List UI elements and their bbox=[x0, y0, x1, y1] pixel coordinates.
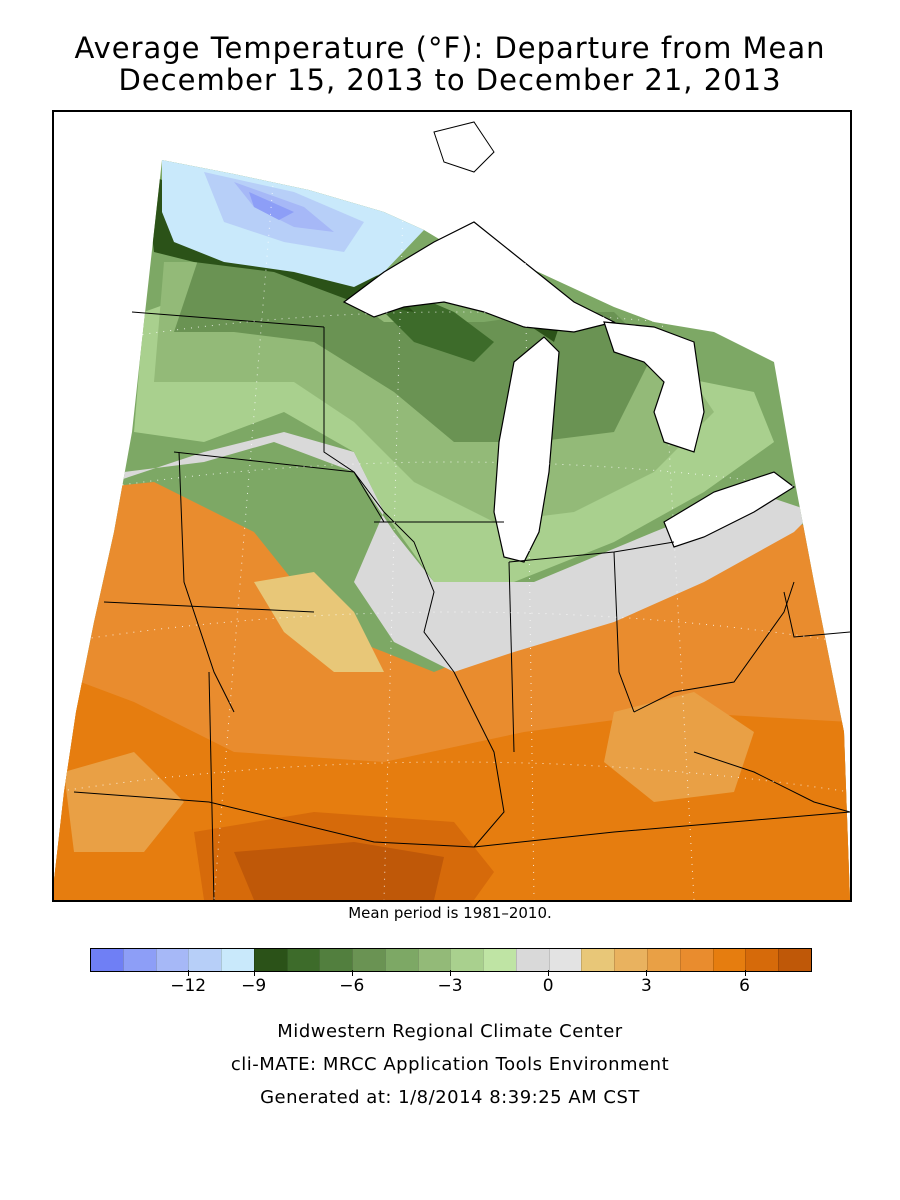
legend-swatch bbox=[515, 949, 549, 971]
legend-swatch bbox=[319, 949, 353, 971]
state-borders bbox=[73, 311, 850, 900]
legend-swatch bbox=[745, 949, 779, 971]
legend-tick-mark bbox=[744, 970, 746, 976]
legend-tick-mark bbox=[646, 970, 648, 976]
legend-tick-label: −6 bbox=[339, 976, 365, 996]
legend-tick-mark bbox=[450, 970, 451, 976]
lake-huron bbox=[603, 321, 705, 453]
legend-tick-label: −9 bbox=[241, 976, 267, 996]
great-lakes bbox=[342, 121, 796, 563]
footer-tool-name: cli-MATE: MRCC Application Tools Environ… bbox=[230, 1054, 670, 1075]
legend-swatch bbox=[778, 949, 811, 971]
legend-swatch bbox=[352, 949, 385, 971]
map-panel bbox=[52, 110, 852, 902]
legend-swatch bbox=[548, 949, 582, 971]
legend-tick-label: 6 bbox=[739, 976, 750, 996]
legend-tick-mark bbox=[548, 970, 550, 976]
legend-swatch bbox=[221, 949, 254, 971]
lake-superior bbox=[342, 221, 616, 333]
legend-tick-label: 0 bbox=[542, 976, 554, 996]
temperature-departure-map bbox=[54, 121, 850, 900]
lat-lon-grid bbox=[54, 171, 850, 900]
legend-tick-mark bbox=[253, 970, 255, 976]
legend-swatch bbox=[679, 949, 713, 971]
legend-swatch bbox=[483, 949, 516, 971]
legend-swatch bbox=[581, 949, 615, 971]
legend-swatch bbox=[384, 949, 418, 971]
legend-swatch bbox=[91, 949, 123, 971]
legend-swatch bbox=[614, 949, 648, 971]
legend-tick-label: −12 bbox=[170, 976, 207, 996]
legend-swatch bbox=[647, 949, 680, 971]
legend-swatch bbox=[286, 949, 320, 971]
legend-swatch bbox=[188, 949, 222, 971]
legend-tick-labels: −12 −9 −6 −3 0 3 6 bbox=[90, 970, 812, 1002]
mean-period-note: Mean period is 1981–2010. bbox=[348, 904, 552, 922]
legend-swatch bbox=[253, 949, 287, 971]
color-legend bbox=[90, 948, 812, 972]
lake-nipigon bbox=[433, 121, 495, 173]
lake-michigan bbox=[493, 336, 560, 563]
map-title: Average Temperature (°F): Departure from… bbox=[74, 31, 826, 65]
legend-swatch bbox=[712, 949, 746, 971]
legend-tick-mark bbox=[351, 970, 353, 976]
legend-tick-label: 3 bbox=[640, 976, 652, 996]
legend-tick-label: −3 bbox=[437, 976, 463, 996]
legend-swatch bbox=[155, 949, 189, 971]
legend-swatch bbox=[450, 949, 484, 971]
legend-tick-mark bbox=[188, 970, 190, 976]
footer-organization: Midwestern Regional Climate Center bbox=[277, 1021, 623, 1042]
footer-generated-time: Generated at: 1/8/2014 8:39:25 AM CST bbox=[260, 1087, 640, 1108]
legend-swatch bbox=[122, 949, 156, 971]
map-date-range: December 15, 2013 to December 21, 2013 bbox=[118, 63, 782, 97]
lake-erie bbox=[663, 471, 796, 548]
legend-swatch bbox=[417, 949, 451, 971]
